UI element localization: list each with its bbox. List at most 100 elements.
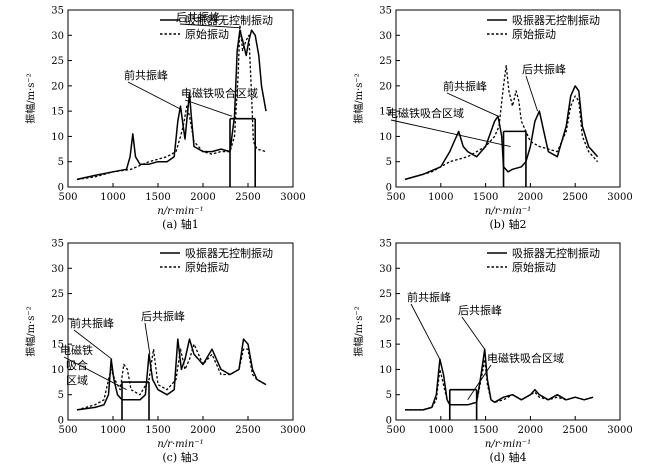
x-axis-label: n/r·min⁻¹ bbox=[157, 206, 203, 217]
y-tick-label: 0 bbox=[58, 416, 64, 427]
x-tick-label: 3000 bbox=[280, 425, 305, 436]
legend-label: 原始振动 bbox=[512, 260, 556, 274]
annotation-label: 后共振峰 bbox=[458, 303, 502, 317]
x-tick-label: 1000 bbox=[100, 425, 125, 436]
y-tick-label: 15 bbox=[379, 107, 392, 118]
x-tick-label: 500 bbox=[386, 192, 405, 203]
annotation-pointer bbox=[127, 81, 180, 110]
y-tick-label: 5 bbox=[58, 390, 64, 401]
annotation-pointer bbox=[144, 322, 151, 355]
x-tick-label: 2000 bbox=[190, 192, 215, 203]
annotation-label: 电磁铁吸合区域 bbox=[181, 86, 258, 100]
annotation-label: 吸合 bbox=[66, 358, 88, 372]
y-tick-label: 25 bbox=[379, 289, 392, 300]
chart-panel-2: 500 1000 1500 2000 2500 3000 0 5 10 15 20 25 30 35 n/r… bbox=[352, 6, 633, 232]
annotation-pointer bbox=[410, 303, 441, 360]
y-tick-label: 10 bbox=[51, 132, 64, 143]
x-tick-label: 1000 bbox=[428, 192, 453, 203]
x-axis-label: n/r·min⁻¹ bbox=[485, 439, 531, 450]
x-tick-label: 2500 bbox=[562, 425, 587, 436]
annotation-pointer bbox=[461, 316, 486, 350]
y-tick-label: 5 bbox=[386, 390, 392, 401]
x-axis-label: n/r·min⁻¹ bbox=[485, 206, 531, 217]
annotation-pointer bbox=[390, 119, 511, 147]
series-line-controlled bbox=[404, 85, 599, 181]
annotation-label: 电磁铁 bbox=[60, 344, 93, 357]
annotation-label: 电磁铁吸合区域 bbox=[487, 351, 564, 365]
y-tick-label: 30 bbox=[379, 264, 392, 275]
y-tick-label: 35 bbox=[51, 239, 64, 250]
annotation-pointer bbox=[184, 99, 232, 117]
y-tick-label: 0 bbox=[386, 416, 392, 427]
y-tick-label: 10 bbox=[379, 365, 392, 376]
x-tick-label: 3000 bbox=[607, 425, 632, 436]
plot-frame bbox=[67, 9, 294, 188]
series-line-controlled bbox=[76, 29, 267, 181]
x-tick-label: 1500 bbox=[145, 425, 170, 436]
legend-label: 吸振器无控制振动 bbox=[512, 246, 600, 260]
x-tick-label: 500 bbox=[386, 425, 405, 436]
series-line-original bbox=[405, 358, 594, 411]
x-tick-label: 1500 bbox=[145, 192, 170, 203]
annotation-pointer bbox=[525, 75, 538, 112]
y-tick-label: 20 bbox=[51, 81, 64, 92]
y-tick-label: 35 bbox=[379, 239, 392, 250]
chart-panel-4: 500 1000 1500 2000 2500 3000 0 5 10 15 20 25 30 35 n/r… bbox=[352, 239, 633, 465]
y-tick-label: 20 bbox=[51, 314, 64, 325]
legend-label: 吸振器无控制振动 bbox=[185, 13, 273, 27]
x-tick-label: 3000 bbox=[607, 192, 632, 203]
y-tick-label: 25 bbox=[51, 289, 64, 300]
series-line-controlled bbox=[405, 348, 594, 411]
y-tick-label: 15 bbox=[51, 107, 64, 118]
x-tick-label: 500 bbox=[58, 192, 77, 203]
x-tick-label: 2500 bbox=[562, 192, 587, 203]
legend-label: 吸振器无控制振动 bbox=[185, 246, 273, 260]
y-axis-label: 振幅/m·s⁻² bbox=[24, 306, 37, 356]
annotation-label: 前共振峰 bbox=[443, 79, 487, 93]
y-tick-label: 35 bbox=[379, 6, 392, 17]
annotation-label: 后共振峰 bbox=[522, 62, 566, 76]
y-tick-label: 25 bbox=[51, 56, 64, 67]
x-tick-label: 1500 bbox=[473, 425, 498, 436]
x-tick-label: 2500 bbox=[235, 192, 260, 203]
series-line-controlled bbox=[76, 338, 267, 411]
x-tick-label: 1000 bbox=[428, 425, 453, 436]
annotation-label: 前共振峰 bbox=[124, 68, 168, 82]
annotation-label: 后共振峰 bbox=[141, 309, 185, 323]
y-tick-label: 35 bbox=[51, 6, 64, 17]
y-tick-label: 30 bbox=[51, 31, 64, 42]
panel-caption: (d) 轴4 bbox=[489, 450, 526, 464]
chart-panel-1: 500 1000 1500 2000 2500 3000 0 5 10 15 20 25 30 35 n/r… bbox=[24, 6, 306, 232]
y-axis-label: 振幅/m·s⁻² bbox=[24, 73, 37, 123]
chart-panel-3: 500 1000 1500 2000 2500 3000 0 5 10 15 20 25 30 35 n/r… bbox=[24, 239, 306, 465]
x-tick-label: 500 bbox=[58, 425, 77, 436]
legend-label: 原始振动 bbox=[512, 27, 556, 41]
y-tick-label: 5 bbox=[386, 157, 392, 168]
annotation-label: 区域 bbox=[66, 374, 88, 387]
y-tick-label: 15 bbox=[51, 340, 64, 351]
annotation-label: 电磁铁吸合区域 bbox=[387, 106, 464, 120]
x-axis-label: n/r·min⁻¹ bbox=[157, 439, 203, 450]
panel-caption: (a) 轴1 bbox=[162, 217, 199, 231]
annotation-pointer bbox=[63, 356, 127, 391]
y-tick-label: 20 bbox=[379, 314, 392, 325]
y-tick-label: 10 bbox=[379, 132, 392, 143]
annotation-pointer bbox=[73, 329, 113, 360]
y-tick-label: 5 bbox=[58, 157, 64, 168]
y-tick-label: 0 bbox=[58, 183, 64, 194]
plot-frame bbox=[395, 242, 621, 421]
annotation-label: 前共振峰 bbox=[70, 316, 114, 330]
annotation-label: 后共振峰 bbox=[176, 10, 220, 24]
y-axis-label: 振幅/m·s⁻² bbox=[352, 306, 365, 356]
series-line-original bbox=[404, 64, 599, 181]
x-tick-label: 3000 bbox=[280, 192, 305, 203]
legend-label: 原始振动 bbox=[185, 27, 229, 41]
annotation-pointer bbox=[467, 364, 492, 401]
plot-frame bbox=[67, 242, 294, 421]
annotation-label: 前共振峰 bbox=[407, 290, 451, 304]
y-tick-label: 20 bbox=[379, 81, 392, 92]
y-axis-label: 振幅/m·s⁻² bbox=[352, 73, 365, 123]
series-line-original bbox=[76, 343, 267, 411]
panel-caption: (c) 轴3 bbox=[162, 450, 198, 464]
